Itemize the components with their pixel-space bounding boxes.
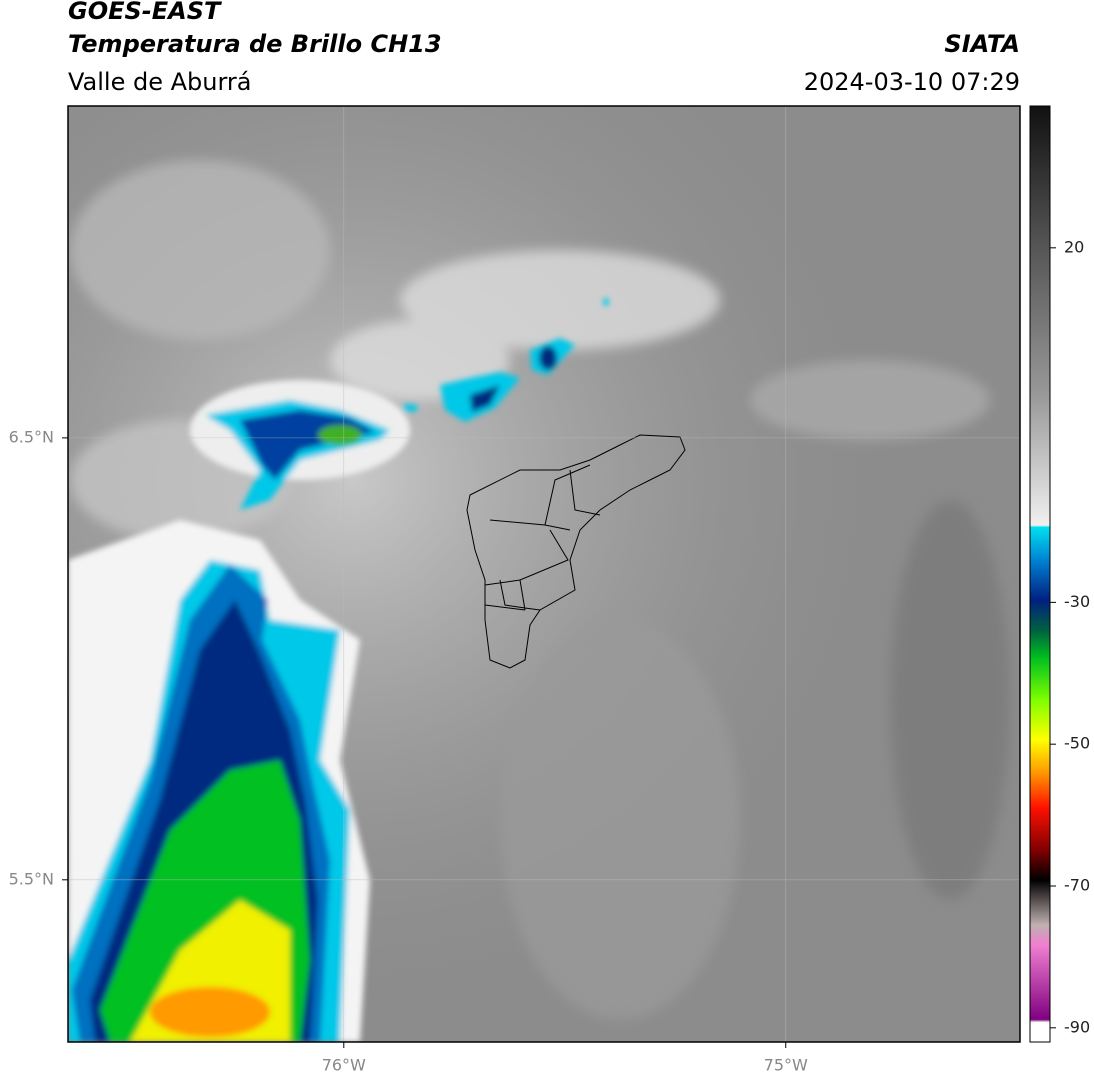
colorbar bbox=[1029, 105, 1051, 1043]
colorbar-label: -50 bbox=[1064, 734, 1090, 753]
map-frame bbox=[67, 105, 1021, 1043]
colorbar-label: 20 bbox=[1064, 237, 1084, 256]
lat-label: 6.5°N bbox=[9, 427, 54, 446]
lat-label: 5.5°N bbox=[9, 869, 54, 888]
colorbar-label: -90 bbox=[1064, 1017, 1090, 1036]
colorbar-label: -70 bbox=[1064, 876, 1090, 895]
title: GOES-EAST bbox=[68, 0, 222, 25]
colorbar-label: -30 bbox=[1064, 592, 1090, 611]
datetime: 2024-03-10 07:29 bbox=[804, 68, 1020, 96]
graticule bbox=[68, 106, 1020, 1042]
region: Valle de Aburrá bbox=[68, 68, 252, 96]
lon-label: 76°W bbox=[322, 1056, 366, 1075]
subtitle: Temperatura de Brillo CH13 bbox=[68, 30, 442, 58]
source: SIATA bbox=[944, 30, 1020, 58]
lon-label: 75°W bbox=[764, 1056, 808, 1075]
municipal-boundaries bbox=[466, 434, 686, 669]
satellite-image bbox=[68, 106, 1020, 1042]
